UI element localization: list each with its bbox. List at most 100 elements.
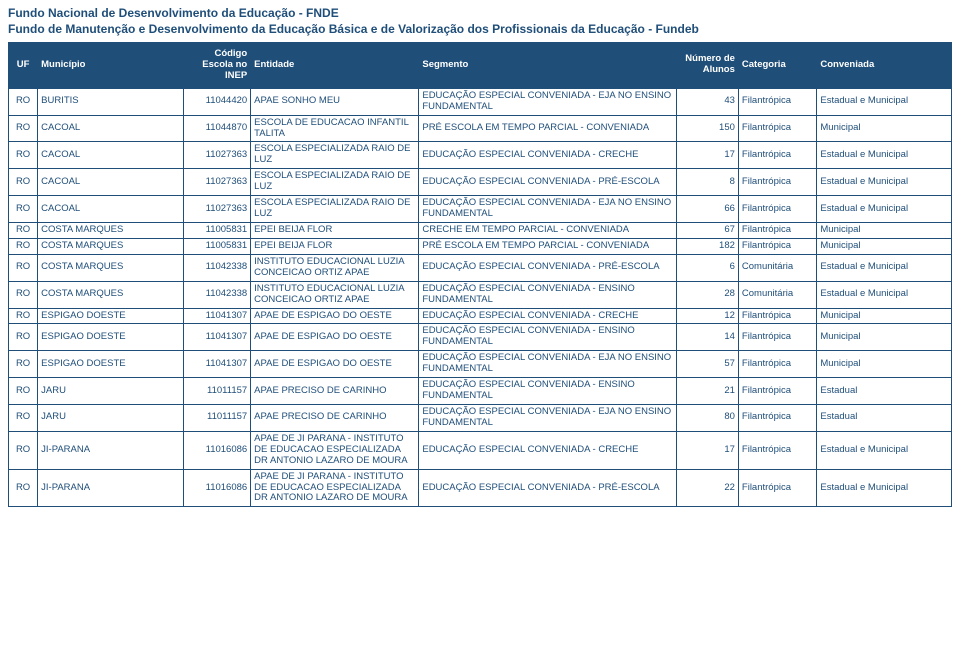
table-cell: 14 <box>677 324 739 351</box>
table-cell: 22 <box>677 469 739 507</box>
table-cell: JARU <box>38 378 184 405</box>
table-cell: 11027363 <box>183 169 250 196</box>
data-table: UFMunicípioCódigo Escola no INEPEntidade… <box>8 42 952 507</box>
table-cell: Filantrópica <box>738 469 816 507</box>
table-row: ROJARU11011157APAE PRECISO DE CARINHOEDU… <box>9 378 952 405</box>
table-cell: 11027363 <box>183 142 250 169</box>
table-cell: 8 <box>677 169 739 196</box>
table-cell: APAE DE JI PARANA - INSTITUTO DE EDUCACA… <box>251 469 419 507</box>
table-cell: ESCOLA DE EDUCACAO INFANTIL TALITA <box>251 115 419 142</box>
table-cell: INSTITUTO EDUCACIONAL LUZIA CONCEICAO OR… <box>251 281 419 308</box>
document-page: Fundo Nacional de Desenvolvimento da Edu… <box>0 0 960 517</box>
table-cell: 11016086 <box>183 431 250 469</box>
table-body: ROBURITIS11044420APAE SONHO MEUEDUCAÇÃO … <box>9 88 952 507</box>
column-header: Categoria <box>738 43 816 89</box>
table-cell: APAE DE ESPIGAO DO OESTE <box>251 324 419 351</box>
table-row: ROJI-PARANA11016086APAE DE JI PARANA - I… <box>9 431 952 469</box>
column-header: Código Escola no INEP <box>183 43 250 89</box>
table-row: ROCACOAL11044870ESCOLA DE EDUCACAO INFAN… <box>9 115 952 142</box>
table-cell: CACOAL <box>38 115 184 142</box>
table-cell: Filantrópica <box>738 142 816 169</box>
table-cell: INSTITUTO EDUCACIONAL LUZIA CONCEICAO OR… <box>251 254 419 281</box>
table-cell: EDUCAÇÃO ESPECIAL CONVENIADA - PRÉ-ESCOL… <box>419 169 677 196</box>
table-row: ROCOSTA MARQUES11042338INSTITUTO EDUCACI… <box>9 254 952 281</box>
table-cell: APAE DE ESPIGAO DO OESTE <box>251 308 419 324</box>
table-cell: 11044870 <box>183 115 250 142</box>
table-cell: Filantrópica <box>738 115 816 142</box>
table-cell: RO <box>9 222 38 238</box>
table-cell: 28 <box>677 281 739 308</box>
page-title: Fundo Nacional de Desenvolvimento da Edu… <box>8 6 952 20</box>
table-cell: RO <box>9 88 38 115</box>
table-cell: Filantrópica <box>738 431 816 469</box>
table-row: ROJARU11011157APAE PRECISO DE CARINHOEDU… <box>9 404 952 431</box>
table-cell: Filantrópica <box>738 308 816 324</box>
table-cell: 57 <box>677 351 739 378</box>
table-cell: EDUCAÇÃO ESPECIAL CONVENIADA - PRÉ-ESCOL… <box>419 469 677 507</box>
table-cell: PRÉ ESCOLA EM TEMPO PARCIAL - CONVENIADA <box>419 115 677 142</box>
table-cell: 11011157 <box>183 378 250 405</box>
table-cell: RO <box>9 115 38 142</box>
table-cell: RO <box>9 404 38 431</box>
table-cell: Filantrópica <box>738 404 816 431</box>
table-cell: RO <box>9 469 38 507</box>
table-cell: EDUCAÇÃO ESPECIAL CONVENIADA - PRÉ-ESCOL… <box>419 254 677 281</box>
table-cell: Comunitária <box>738 281 816 308</box>
table-cell: RO <box>9 238 38 254</box>
table-cell: 43 <box>677 88 739 115</box>
table-cell: Filantrópica <box>738 169 816 196</box>
table-cell: JARU <box>38 404 184 431</box>
table-cell: Filantrópica <box>738 324 816 351</box>
table-cell: 80 <box>677 404 739 431</box>
table-cell: 11044420 <box>183 88 250 115</box>
table-cell: 11041307 <box>183 308 250 324</box>
table-cell: Filantrópica <box>738 378 816 405</box>
table-cell: APAE DE JI PARANA - INSTITUTO DE EDUCACA… <box>251 431 419 469</box>
table-row: ROCACOAL11027363ESCOLA ESPECIALIZADA RAI… <box>9 169 952 196</box>
column-header: Segmento <box>419 43 677 89</box>
table-row: ROCACOAL11027363ESCOLA ESPECIALIZADA RAI… <box>9 196 952 223</box>
table-cell: Estadual e Municipal <box>817 469 952 507</box>
table-cell: 11042338 <box>183 254 250 281</box>
table-cell: RO <box>9 431 38 469</box>
table-cell: JI-PARANA <box>38 431 184 469</box>
table-cell: ESCOLA ESPECIALIZADA RAIO DE LUZ <box>251 196 419 223</box>
column-header: Entidade <box>251 43 419 89</box>
table-cell: 11041307 <box>183 324 250 351</box>
table-cell: RO <box>9 142 38 169</box>
table-cell: PRÉ ESCOLA EM TEMPO PARCIAL - CONVENIADA <box>419 238 677 254</box>
table-cell: CACOAL <box>38 169 184 196</box>
column-header: Conveniada <box>817 43 952 89</box>
table-cell: ESPIGAO DOESTE <box>38 308 184 324</box>
table-cell: EPEI BEIJA FLOR <box>251 222 419 238</box>
table-cell: 11016086 <box>183 469 250 507</box>
table-cell: 12 <box>677 308 739 324</box>
table-cell: JI-PARANA <box>38 469 184 507</box>
table-cell: APAE PRECISO DE CARINHO <box>251 378 419 405</box>
table-cell: EDUCAÇÃO ESPECIAL CONVENIADA - ENSINO FU… <box>419 324 677 351</box>
table-cell: COSTA MARQUES <box>38 238 184 254</box>
table-cell: Municipal <box>817 351 952 378</box>
table-cell: COSTA MARQUES <box>38 254 184 281</box>
table-cell: Municipal <box>817 222 952 238</box>
table-cell: 17 <box>677 431 739 469</box>
table-cell: 11005831 <box>183 222 250 238</box>
table-cell: EDUCAÇÃO ESPECIAL CONVENIADA - EJA NO EN… <box>419 351 677 378</box>
table-row: ROCOSTA MARQUES11005831EPEI BEIJA FLORPR… <box>9 238 952 254</box>
table-cell: RO <box>9 281 38 308</box>
table-cell: Estadual e Municipal <box>817 88 952 115</box>
table-cell: 182 <box>677 238 739 254</box>
table-cell: EDUCAÇÃO ESPECIAL CONVENIADA - CRECHE <box>419 308 677 324</box>
table-cell: RO <box>9 254 38 281</box>
table-cell: 150 <box>677 115 739 142</box>
table-cell: Municipal <box>817 324 952 351</box>
table-cell: APAE DE ESPIGAO DO OESTE <box>251 351 419 378</box>
table-cell: CACOAL <box>38 142 184 169</box>
table-cell: CRECHE EM TEMPO PARCIAL - CONVENIADA <box>419 222 677 238</box>
table-cell: Comunitária <box>738 254 816 281</box>
table-cell: 67 <box>677 222 739 238</box>
table-cell: Estadual <box>817 404 952 431</box>
table-cell: Filantrópica <box>738 222 816 238</box>
table-cell: 66 <box>677 196 739 223</box>
table-cell: EDUCAÇÃO ESPECIAL CONVENIADA - CRECHE <box>419 431 677 469</box>
